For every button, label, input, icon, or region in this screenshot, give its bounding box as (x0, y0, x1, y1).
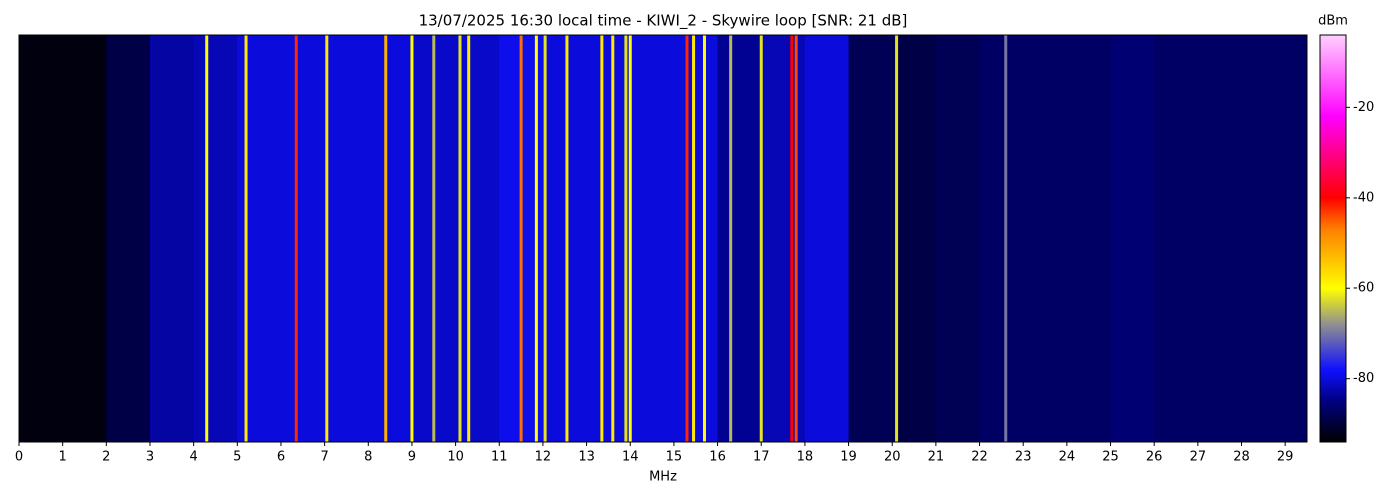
colorbar (1319, 34, 1347, 443)
x-tick-label: 9 (408, 450, 416, 465)
colorbar-label: dBm (1318, 14, 1348, 29)
signal-line (759, 35, 763, 442)
signal-line (611, 35, 615, 442)
x-tick-label: 12 (535, 450, 552, 465)
noise-floor-cell (761, 35, 806, 442)
colorbar-tick-label: -80 (1353, 371, 1374, 386)
signal-line (685, 35, 689, 442)
noise-floor-cell (455, 35, 500, 442)
plot-frame (18, 34, 1308, 443)
x-tick-label: 3 (146, 450, 154, 465)
noise-floor-cell (1023, 35, 1068, 442)
noise-floor-cell (1197, 35, 1243, 442)
noise-floor-cell (848, 35, 893, 442)
noise-floor-cell (149, 35, 195, 442)
noise-floor-cell (717, 35, 762, 442)
noise-floor-cell (1110, 35, 1155, 442)
noise-floor-cell (106, 35, 151, 442)
signal-line (467, 35, 471, 442)
signal-line (384, 35, 388, 442)
signal-line (205, 35, 209, 442)
x-tick-label: 6 (277, 450, 285, 465)
x-tick-label: 23 (1015, 450, 1032, 465)
x-tick-label: 20 (884, 450, 901, 465)
noise-floor-cell (804, 35, 850, 442)
noise-floor-cell (62, 35, 107, 442)
x-tick-label: 8 (364, 450, 372, 465)
noise-floor-cell (193, 35, 238, 442)
signal-line (628, 35, 632, 442)
noise-floor-cell (280, 35, 326, 442)
x-tick-label: 18 (797, 450, 814, 465)
x-tick-label: 17 (753, 450, 770, 465)
x-tick-label: 7 (320, 450, 328, 465)
x-tick-label: 25 (1102, 450, 1119, 465)
x-tick-label: 26 (1146, 450, 1163, 465)
signal-line (565, 35, 569, 442)
colorbar-tick-label: -60 (1353, 281, 1374, 296)
x-tick-label: 10 (447, 450, 464, 465)
noise-floor-cell (368, 35, 413, 442)
noise-floor-cell (1154, 35, 1199, 442)
signal-line (244, 35, 248, 442)
signal-line (534, 35, 538, 442)
signal-line (624, 35, 628, 442)
x-tick-label: 2 (102, 450, 110, 465)
noise-floor-cell (324, 35, 369, 442)
colorbar-tick-label: -20 (1353, 100, 1374, 115)
noise-floor-cell (542, 35, 588, 442)
x-tick-label: 0 (15, 450, 23, 465)
x-tick-label: 28 (1233, 450, 1250, 465)
signal-line (543, 35, 547, 442)
noise-floor-cell (935, 35, 981, 442)
x-tick-label: 27 (1190, 450, 1207, 465)
x-tick-label: 13 (578, 450, 595, 465)
noise-floor-cell (1285, 35, 1308, 442)
signal-line (692, 35, 696, 442)
signal-line (702, 35, 706, 442)
signal-line (519, 35, 523, 442)
signal-line (895, 35, 899, 442)
x-tick-label: 16 (709, 450, 726, 465)
noise-floor-cell (630, 35, 675, 442)
noise-floor-cell (237, 35, 282, 442)
signal-line (325, 35, 329, 442)
x-tick-label: 22 (971, 450, 988, 465)
signal-line (794, 35, 798, 442)
x-axis-label: MHz (649, 470, 677, 485)
x-tick-label: 19 (840, 450, 857, 465)
x-tick-label: 4 (190, 450, 198, 465)
noise-floor-cell (586, 35, 631, 442)
signal-line (729, 35, 733, 442)
noise-floor-cell (892, 35, 937, 442)
signal-line (432, 35, 436, 442)
signal-line (294, 35, 298, 442)
noise-floor-cell (19, 35, 64, 442)
signal-line (600, 35, 604, 442)
x-tick-label: 29 (1277, 450, 1294, 465)
noise-floor-cell (1066, 35, 1112, 442)
signal-line (790, 35, 794, 442)
chart-title: 13/07/2025 16:30 local time - KIWI_2 - S… (419, 12, 908, 31)
colorbar-tick-label: -40 (1353, 190, 1374, 205)
x-tick-label: 11 (491, 450, 508, 465)
signal-line (410, 35, 414, 442)
noise-floor-cell (1241, 35, 1286, 442)
noise-floor-cell (979, 35, 1024, 442)
x-tick-label: 24 (1059, 450, 1076, 465)
noise-floor-cell (673, 35, 719, 442)
x-tick-label: 21 (928, 450, 945, 465)
x-tick-label: 5 (233, 450, 241, 465)
x-tick-label: 1 (59, 450, 67, 465)
signal-line (1004, 35, 1008, 442)
signal-line (458, 35, 462, 442)
x-tick-label: 14 (622, 450, 639, 465)
x-tick-label: 15 (666, 450, 683, 465)
